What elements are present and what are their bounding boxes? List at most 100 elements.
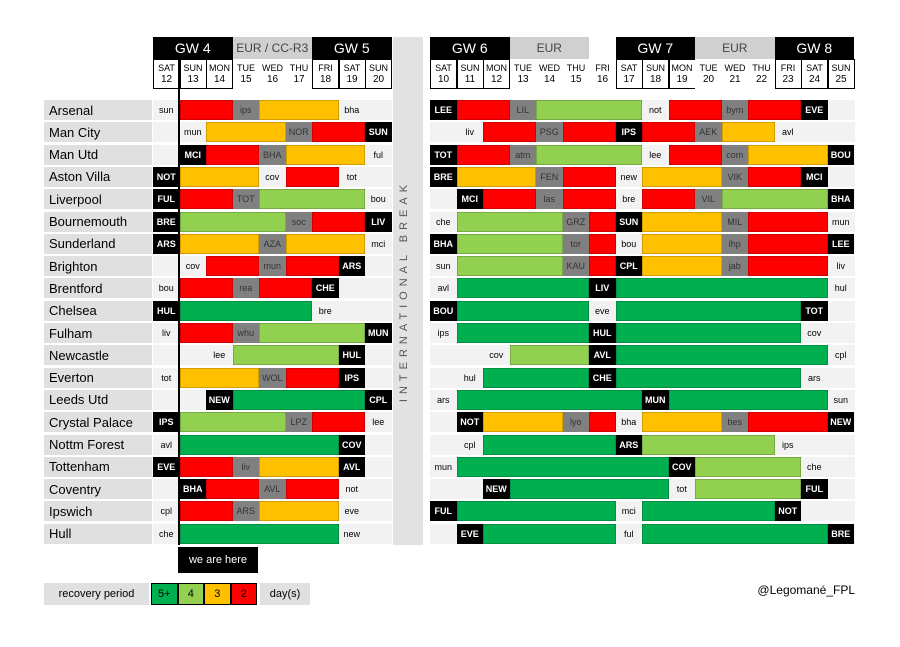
recovery-bar	[748, 144, 828, 165]
day-of-week-label: FRI	[595, 63, 610, 73]
recovery-bar	[748, 233, 828, 254]
day-of-week-label: MON	[671, 63, 693, 73]
fixture-opponent: bou	[158, 283, 174, 294]
recovery-bar	[259, 189, 365, 210]
recovery-bar	[179, 523, 339, 544]
fixture-opponent: ful	[373, 149, 383, 160]
day-of-week-label: SUN	[645, 63, 665, 73]
recovery-bar	[179, 166, 259, 187]
fixture-opponent: bre	[318, 305, 332, 316]
fixture-opponent: hul	[834, 283, 847, 294]
fixture-opponent: AVL	[589, 345, 616, 366]
credit-text: @Legomané_FPL	[757, 583, 855, 597]
day-date-label: 18	[319, 74, 332, 85]
day-date-label: 13	[517, 74, 529, 85]
team-name: Hull	[44, 523, 152, 544]
team-name: Brighton	[44, 256, 152, 277]
day-cell: TUE 15	[232, 59, 260, 89]
day-cell: SAT 17	[615, 59, 643, 89]
recovery-bar	[179, 233, 259, 254]
team-name: Brentford	[44, 278, 152, 299]
fixture-opponent: liv	[162, 328, 171, 338]
fixture-opponent: AEK	[695, 122, 722, 143]
fixture-opponent: NOT	[774, 501, 801, 522]
fixture-opponent: IPS	[615, 122, 642, 143]
fixture-opponent: HUL	[153, 300, 180, 321]
fixture-opponent: MUN	[365, 323, 392, 343]
day-of-week-label: SAT	[620, 63, 638, 73]
day-date-label: 19	[676, 74, 688, 85]
recovery-bar	[642, 211, 722, 232]
fixture-opponent: NEW	[827, 412, 854, 433]
recovery-bar	[179, 501, 233, 522]
fixture-opponent: avl	[160, 439, 172, 450]
fixture-opponent: TOT	[430, 144, 457, 165]
gameweek-header: EUR	[695, 37, 775, 59]
recovery-bar	[456, 211, 563, 232]
fixture-opponent: cov	[265, 171, 280, 182]
day-date-label: 25	[835, 74, 847, 85]
recovery-bar	[748, 100, 801, 120]
fixture-opponent: ips	[232, 100, 259, 120]
day-cell: FRI 18	[312, 59, 339, 89]
fixture-opponent: ips	[437, 328, 449, 338]
fixture-opponent: KAU	[562, 256, 589, 277]
day-date-label: 12	[490, 74, 503, 85]
fixture-opponent: tor	[562, 233, 589, 254]
recovery-bar	[721, 189, 828, 210]
fixture-opponent: eve	[344, 506, 359, 517]
recovery-bar	[642, 189, 695, 210]
recovery-bar	[285, 166, 339, 187]
recovery-bar	[259, 323, 365, 343]
fixture-opponent: new	[620, 171, 637, 182]
fixture-opponent: atm	[509, 144, 536, 165]
recovery-bar	[721, 122, 775, 143]
fixture-opponent: BHA	[430, 233, 457, 254]
recovery-bar	[668, 144, 722, 165]
recovery-bar	[456, 323, 589, 343]
fixture-opponent: new	[343, 528, 360, 539]
recovery-bar	[456, 166, 536, 187]
international-break-band: INTERNATIONAL BREAK	[393, 37, 423, 545]
day-cell: SUN 25	[827, 59, 855, 89]
fixture-opponent: VIK	[721, 166, 748, 187]
fixture-opponent: HUL	[338, 345, 365, 366]
recovery-bar	[615, 300, 801, 321]
day-cell: SUN 13	[179, 59, 207, 89]
fixture-opponent: lee	[372, 417, 385, 428]
fixture-opponent: liv	[836, 261, 846, 272]
recovery-bar	[483, 367, 589, 388]
recovery-bar	[748, 256, 828, 277]
recovery-bar	[456, 144, 510, 165]
fixture-opponent: lee	[213, 350, 226, 361]
recovery-bar	[456, 300, 589, 321]
day-of-week-label: FRI	[780, 63, 796, 73]
day-date-label: 12	[160, 74, 173, 85]
recovery-bar	[456, 389, 642, 410]
recovery-bar	[615, 323, 801, 343]
gameweek-header: GW 5	[312, 37, 392, 59]
day-of-week-label: SUN	[368, 63, 388, 73]
fixture-opponent: tot	[676, 484, 687, 495]
recovery-bar	[285, 367, 339, 388]
fixture-opponent: bha	[621, 417, 637, 428]
fixture-opponent: sun	[833, 394, 848, 405]
fixture-opponent: rea	[232, 278, 259, 299]
fixture-opponent: BRE	[430, 166, 457, 187]
recovery-bar	[615, 345, 828, 366]
fixture-opponent: bha	[344, 105, 360, 115]
recovery-bar	[642, 233, 722, 254]
fixture-opponent: AVL	[338, 456, 365, 477]
fixture-opponent: NOT	[456, 412, 483, 433]
day-of-week-label: THU	[566, 63, 586, 73]
day-date-label: 21	[729, 74, 741, 85]
legend-suffix: day(s)	[260, 583, 310, 605]
day-date-label: 15	[570, 74, 582, 85]
recovery-bar	[259, 278, 312, 299]
fixture-opponent: MCI	[801, 166, 828, 187]
team-name: Crystal Palace	[44, 412, 152, 433]
recovery-bar	[179, 456, 233, 477]
day-date-label: 20	[702, 74, 715, 85]
day-cell: THU 17	[285, 59, 313, 89]
